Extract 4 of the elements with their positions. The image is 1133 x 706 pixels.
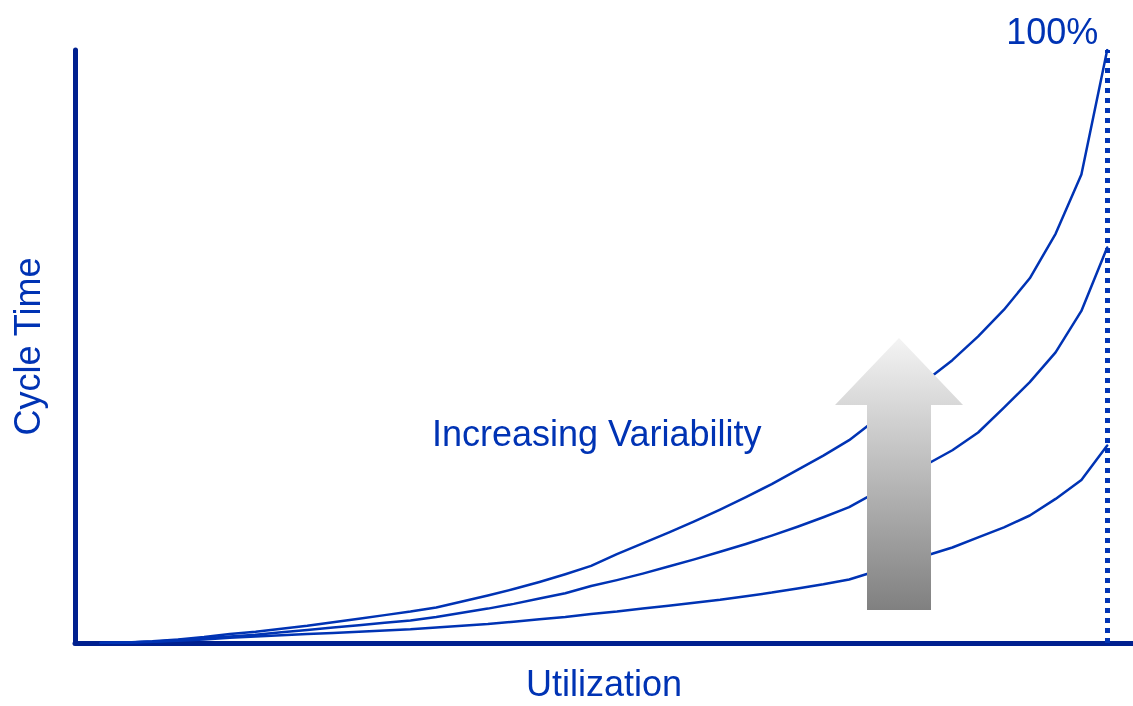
y-axis-title: Cycle Time xyxy=(6,257,48,436)
annotation: Increasing Variability xyxy=(432,412,762,454)
text: 100% xyxy=(1006,10,1099,52)
x-axis-title: Utilization xyxy=(525,662,683,704)
